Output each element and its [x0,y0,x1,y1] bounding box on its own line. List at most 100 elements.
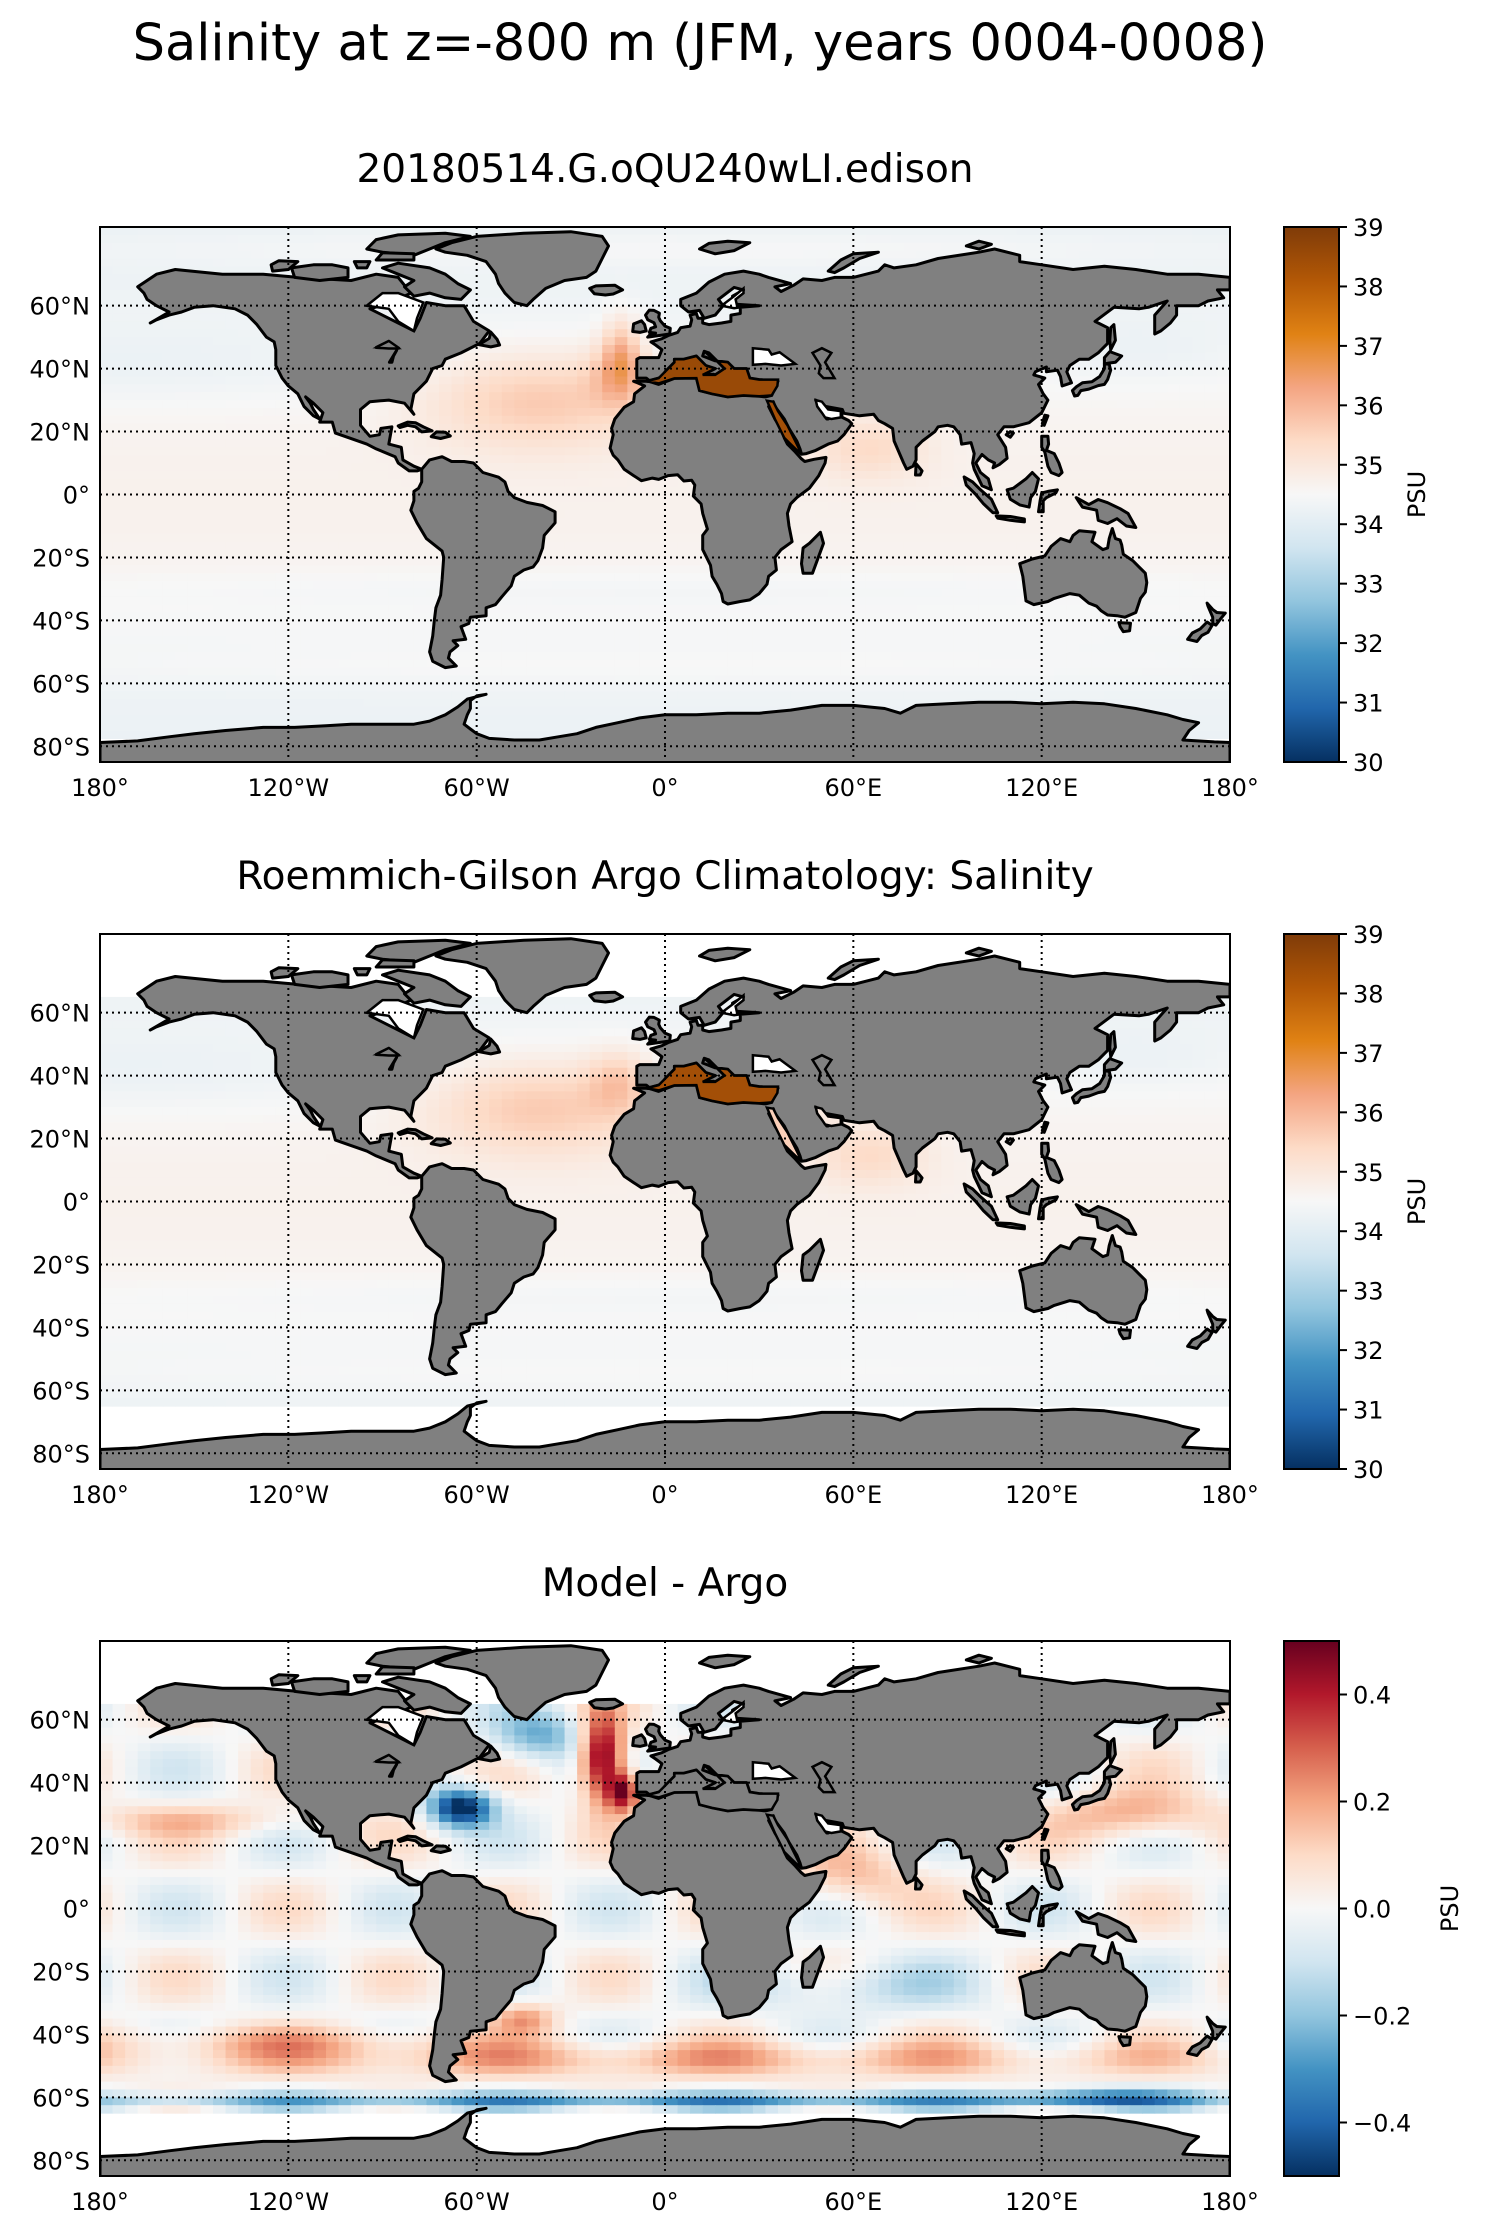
field-cell [137,455,151,464]
field-cell [589,423,603,433]
field-cell [778,612,792,621]
field-cell [639,557,654,566]
field-cell [213,659,227,669]
field-cell [514,439,528,448]
field-cell [363,227,377,236]
field-cell [175,368,189,378]
field-cell [137,313,151,323]
field-cell [916,581,930,590]
field-cell [125,392,139,401]
field-cell [112,659,126,669]
field-cell [401,573,415,582]
field-cell [803,628,817,637]
field-cell [1016,620,1030,629]
field-cell [137,305,151,315]
field-cell [187,525,202,535]
field-cell [150,376,164,385]
field-cell [1192,407,1206,417]
field-cell [162,541,176,551]
field-cell [589,470,603,480]
field-cell [1154,368,1168,378]
field-cell [1129,360,1143,370]
field-cell [1192,478,1206,488]
field-cell [476,423,490,433]
field-cell [137,274,151,283]
field-cell [552,478,566,488]
field-cell [765,250,779,260]
field-cell [1129,227,1143,236]
field-cell [1179,463,1193,472]
field-cell [187,533,202,543]
field-cell [1079,494,1093,503]
field-cell [413,407,428,417]
field-cell [840,463,854,472]
field-cell [639,518,654,527]
field-cell [175,360,189,370]
field-cell [1179,368,1193,378]
field-cell [1179,518,1193,527]
field-cell [828,604,842,614]
field-cell [300,620,315,629]
field-cell [363,549,377,559]
field-cell [865,258,880,267]
field-cell [363,557,377,566]
field-cell [589,549,603,559]
field-cell [1167,337,1181,346]
field-cell [639,651,654,661]
field-cell [187,250,202,260]
field-cell [677,604,691,614]
field-cell [740,258,754,267]
field-cell [175,581,189,590]
field-cell [213,313,227,323]
field-cell [1204,305,1219,315]
field-cell [1054,494,1068,503]
field-cell [238,313,252,323]
field-cell [1217,588,1230,598]
field-cell [225,376,239,385]
field-cell [489,297,503,307]
field-cell [1192,549,1206,559]
field-cell [589,463,603,472]
field-cell [351,455,365,464]
field-cell [137,234,151,244]
field-cell [941,636,955,645]
field-cell [1154,573,1168,582]
field-cell [351,250,365,260]
field-cell [213,557,227,566]
field-cell [690,643,704,653]
field-cell [815,242,829,252]
field-cell [213,478,227,488]
field-cell [1129,620,1143,629]
field-cell [1154,604,1168,614]
field-cell [1142,636,1156,645]
field-cell [501,612,515,621]
field-cell [514,227,528,236]
field-cell [125,297,139,307]
field-cell [677,250,691,260]
field-cell [916,525,930,535]
field-cell [1154,345,1168,354]
field-cell [1129,549,1143,559]
field-cell [903,549,917,559]
field-cell [614,533,628,543]
field-cell [1054,234,1068,244]
field-cell [941,447,955,456]
field-cell [1167,352,1181,362]
field-cell [175,549,189,559]
field-cell [552,636,566,645]
field-cell [112,258,126,267]
field-cell [1091,447,1106,456]
field-cell [1167,368,1181,378]
field-cell [1079,242,1093,252]
field-cell [840,510,854,519]
field-cell [150,258,164,267]
field-cell [313,463,327,472]
field-cell [162,360,176,370]
field-cell [665,518,679,527]
field-cell [250,510,264,519]
field-cell [401,549,415,559]
field-cell [941,533,955,543]
field-cell [112,541,126,551]
field-cell [112,329,126,338]
field-cell [125,636,139,645]
